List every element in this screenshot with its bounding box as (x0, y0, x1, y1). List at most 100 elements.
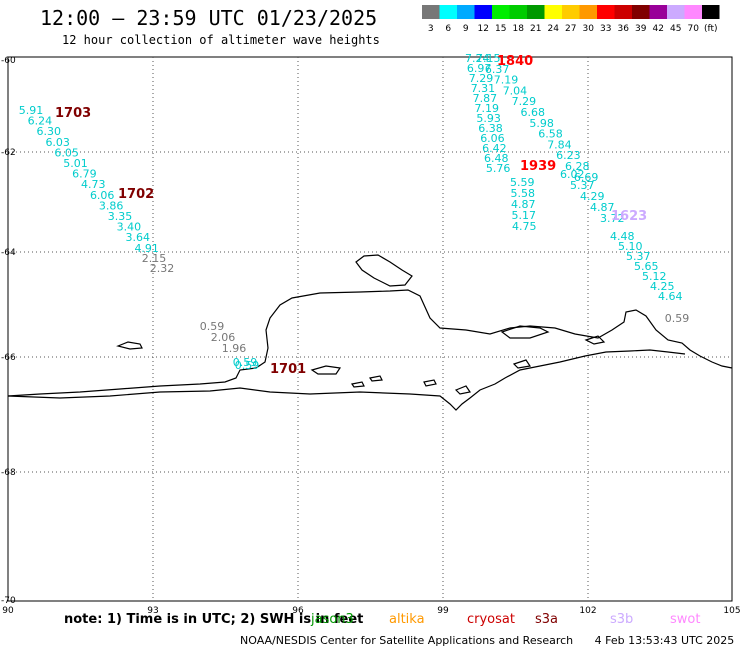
wave-height-value: 7.24 (465, 52, 490, 65)
satellite-altika: altika (389, 612, 425, 627)
scale-swatch (474, 5, 492, 19)
scale-label: 33 (600, 24, 611, 34)
scale-label: 70 (688, 24, 700, 34)
wave-height-value: 7.84 (547, 138, 572, 151)
scale-label: 3 (428, 24, 434, 34)
track-id-labels: 1703 1702 1701 1840 1939 1623 (55, 54, 647, 377)
satellite-swot: swot (670, 612, 701, 627)
lat-tick-label: -62 (1, 148, 16, 158)
wave-height-value: 3.64 (126, 231, 151, 244)
scale-swatch (667, 5, 685, 19)
wave-height-value: 5.10 (618, 240, 643, 253)
wave-height-value: 7.29 (512, 95, 536, 108)
credit-line: NOAA/NESDIS Center for Satellite Applica… (240, 634, 734, 647)
wave-height-value: 3.40 (117, 221, 142, 234)
wave-height-value: 7.87 (473, 92, 498, 105)
scale-label: 27 (565, 24, 576, 34)
wave-height-value: 6.06 (90, 189, 115, 202)
wave-height-value: 4.87 (511, 198, 536, 211)
lon-tick-label: 90 (2, 606, 14, 616)
wave-height-value: 6.48 (484, 152, 509, 165)
wave-height-value: 3.86 (99, 199, 124, 212)
scale-label: 12 (478, 24, 489, 34)
wave-height-value: 7.19 (494, 74, 519, 87)
graticule (8, 57, 732, 601)
scale-label: 6 (445, 24, 451, 34)
scale-swatch (597, 5, 615, 19)
scale-swatch (422, 5, 440, 19)
scale-swatch (562, 5, 580, 19)
wave-height-value: 5.65 (634, 260, 659, 273)
wave-height-value: 7.19 (475, 102, 500, 115)
wave-height-value: 0.59 (235, 359, 260, 372)
lon-tick-label: 93 (147, 606, 158, 616)
wave-height-value: 0.59 (665, 312, 690, 325)
wave-height-value: 6.42 (482, 142, 507, 155)
scale-label: 30 (583, 24, 595, 34)
wave-height-value: 4.25 (650, 280, 675, 293)
track-id: 1840 (497, 54, 533, 69)
page-title: 12:00 – 23:59 UTC 01/23/2025 (40, 6, 378, 30)
wave-height-value: 6.38 (478, 122, 503, 135)
track-id: 1701 (270, 362, 306, 377)
wave-height-value: 7.04 (503, 84, 528, 97)
wave-height-value: 4.91 (134, 242, 159, 255)
color-scale: 3 6 9 12 15 18 21 24 27 30 33 36 39 42 45 70 (ft) (422, 5, 720, 34)
wave-height-value: 7.31 (471, 82, 496, 95)
satellite-cryosat: cryosat (467, 612, 515, 627)
credit-text: NOAA/NESDIS Center for Satellite Applica… (240, 634, 574, 647)
scale-swatch (527, 5, 545, 19)
scale-label: 39 (635, 24, 647, 34)
satellite-s3b: s3b (610, 612, 634, 627)
scale-swatch (544, 5, 562, 19)
wave-height-value: 3.35 (108, 210, 133, 223)
page-subtitle: 12 hour collection of altimeter wave hei… (62, 33, 380, 47)
lon-tick-label: 105 (723, 606, 740, 616)
wave-height-value: 6.68 (521, 106, 546, 119)
wave-height-value: 7.29 (469, 72, 494, 85)
wave-height-value: 7.15 (476, 52, 501, 65)
wave-height-value: 2.15 (142, 252, 167, 265)
wave-height-value: 5.37 (570, 179, 595, 192)
lon-tick-label: 102 (579, 606, 596, 616)
wave-height-value: 6.02 (560, 168, 585, 181)
track-id: 1703 (55, 106, 91, 121)
satellite-s3a: s3a (535, 612, 559, 627)
wave-height-value: 6.03 (45, 136, 70, 149)
scale-swatch (509, 5, 527, 19)
lon-tick-label: 96 (292, 606, 304, 616)
wave-height-value: 6.23 (556, 149, 581, 162)
wave-height-value: 5.59 (510, 176, 535, 189)
wave-height-value: 6.05 (54, 146, 79, 159)
wave-height-value: 6.69 (574, 171, 599, 184)
wave-height-value: 5.58 (511, 187, 536, 200)
wave-height-value: 1.96 (222, 342, 247, 355)
lat-tick-label: -68 (1, 468, 16, 478)
wave-height-value: 4.29 (580, 190, 605, 203)
scale-label: (ft) (704, 24, 718, 34)
wave-height-value: 6.24 (28, 115, 53, 128)
wave-height-value: 6.30 (37, 125, 62, 138)
wave-height-value: 5.01 (63, 157, 88, 170)
wave-height-value: 5.12 (642, 270, 667, 283)
wave-height-value: 5.93 (476, 112, 501, 125)
wave-height-value: 3.72 (600, 212, 625, 225)
track-id: 1939 (520, 159, 556, 174)
scale-label: 45 (670, 24, 681, 34)
lat-tick-label: -66 (1, 353, 16, 363)
scale-swatch (614, 5, 632, 19)
wave-height-value: 2.06 (211, 331, 236, 344)
wave-height-value: 0.59 (233, 356, 258, 369)
scale-swatch (684, 5, 702, 19)
coastline (7, 254, 733, 411)
lat-tick-label: -70 (1, 596, 16, 606)
map-frame (7, 56, 733, 602)
scale-label: 18 (513, 24, 525, 34)
wave-height-value: 5.98 (529, 117, 554, 130)
wave-height-tracks: 5.916.246.306.036.055.016.794.736.063.86… (19, 52, 690, 372)
wave-height-value: 4.64 (658, 290, 683, 303)
scale-label: 9 (463, 24, 469, 34)
scale-label: 21 (530, 24, 541, 34)
scale-label: 24 (548, 24, 560, 34)
track-id: 1702 (118, 187, 154, 202)
